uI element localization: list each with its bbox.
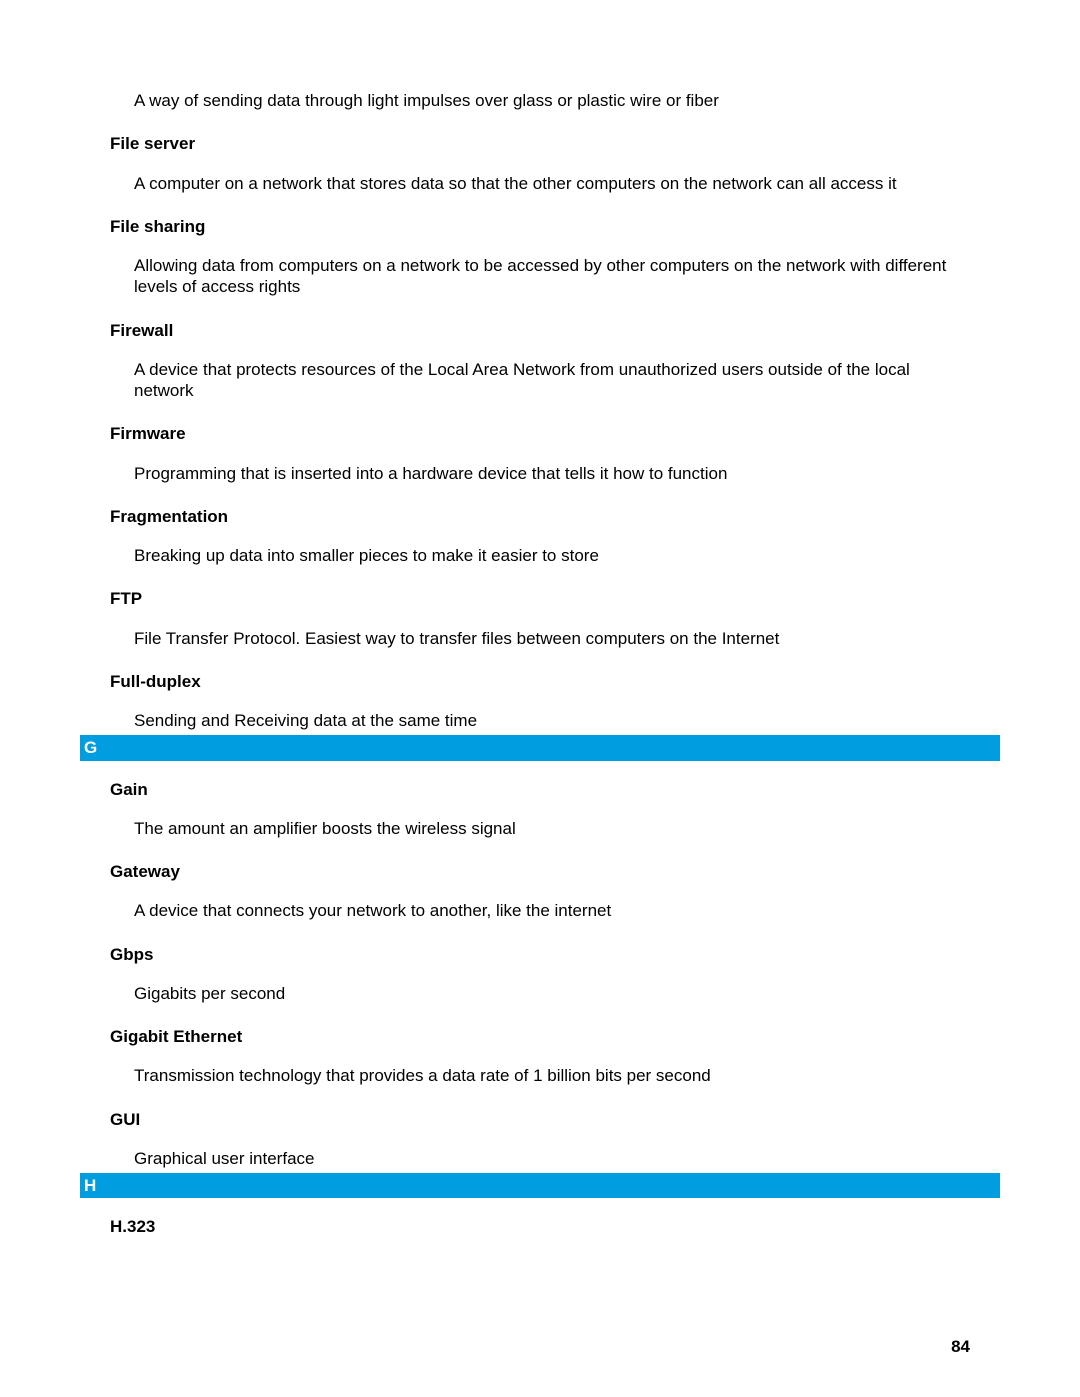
glossary-term: Fragmentation <box>110 506 970 527</box>
section-bar-g: G <box>80 735 1000 760</box>
glossary-definition: Programming that is inserted into a hard… <box>134 463 970 484</box>
glossary-term: Gateway <box>110 861 970 882</box>
glossary-page: A way of sending data through light impu… <box>0 0 1080 1397</box>
glossary-term: H.323 <box>110 1216 970 1237</box>
glossary-definition: Gigabits per second <box>134 983 970 1004</box>
glossary-term: Firewall <box>110 320 970 341</box>
glossary-term: File sharing <box>110 216 970 237</box>
glossary-term: Full-duplex <box>110 671 970 692</box>
glossary-term: Gbps <box>110 944 970 965</box>
glossary-term: Gain <box>110 779 970 800</box>
glossary-term: Firmware <box>110 423 970 444</box>
glossary-definition: The amount an amplifier boosts the wirel… <box>134 818 970 839</box>
glossary-definition: Allowing data from computers on a networ… <box>134 255 970 298</box>
section-bar-h: H <box>80 1173 1000 1198</box>
glossary-definition: A computer on a network that stores data… <box>134 173 970 194</box>
leading-definition: A way of sending data through light impu… <box>134 90 970 111</box>
glossary-term: FTP <box>110 588 970 609</box>
glossary-definition: File Transfer Protocol. Easiest way to t… <box>134 628 970 649</box>
glossary-term: GUI <box>110 1109 970 1130</box>
glossary-definition: Breaking up data into smaller pieces to … <box>134 545 970 566</box>
glossary-definition: Sending and Receiving data at the same t… <box>134 710 970 731</box>
glossary-definition: Transmission technology that provides a … <box>134 1065 970 1086</box>
glossary-term: Gigabit Ethernet <box>110 1026 970 1047</box>
glossary-definition: Graphical user interface <box>134 1148 970 1169</box>
glossary-definition: A device that connects your network to a… <box>134 900 970 921</box>
page-number: 84 <box>951 1336 970 1357</box>
glossary-definition: A device that protects resources of the … <box>134 359 970 402</box>
glossary-term: File server <box>110 133 970 154</box>
